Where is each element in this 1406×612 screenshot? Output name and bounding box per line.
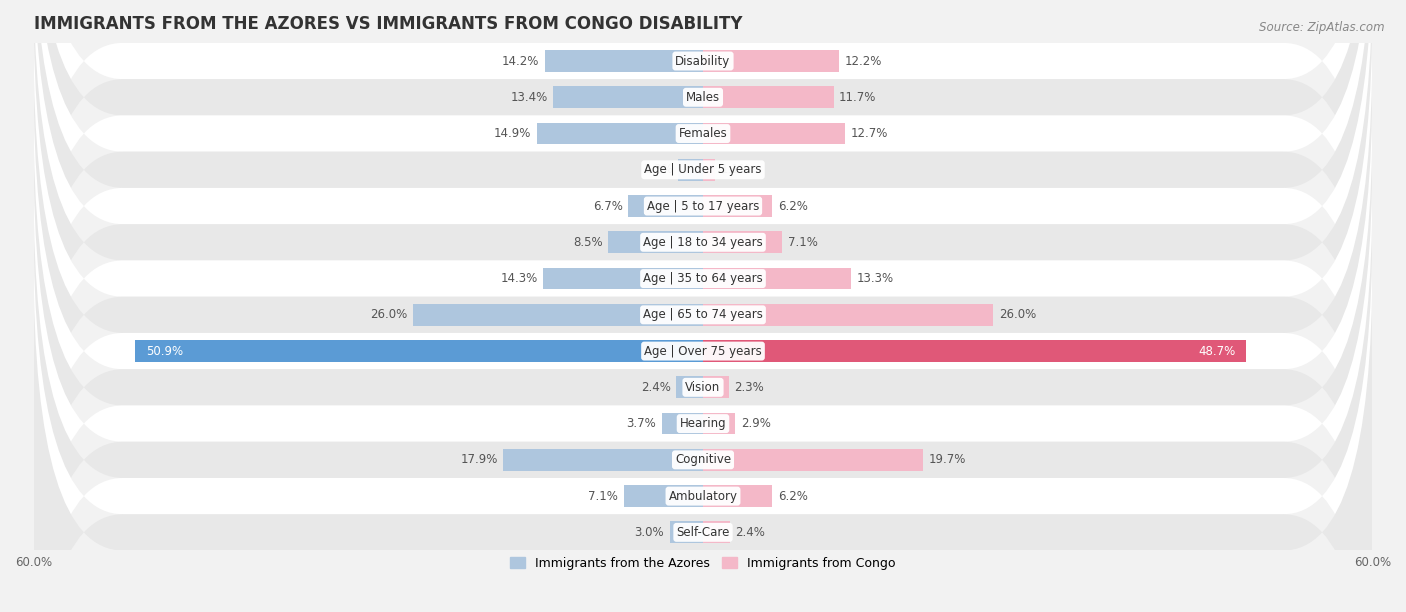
FancyBboxPatch shape	[34, 79, 1372, 612]
FancyBboxPatch shape	[34, 116, 1372, 612]
Bar	[609, 231, 703, 253]
Bar	[703, 521, 730, 543]
Bar	[669, 521, 703, 543]
Bar	[662, 412, 703, 435]
FancyBboxPatch shape	[34, 0, 1372, 369]
Bar	[554, 86, 703, 108]
FancyBboxPatch shape	[34, 152, 1372, 612]
Text: 26.0%: 26.0%	[370, 308, 408, 321]
Bar	[135, 340, 703, 362]
Text: 17.9%: 17.9%	[460, 453, 498, 466]
Bar	[703, 122, 845, 144]
Bar	[703, 376, 728, 398]
Text: 19.7%: 19.7%	[928, 453, 966, 466]
Bar	[703, 231, 782, 253]
FancyBboxPatch shape	[34, 261, 1372, 612]
Text: 3.7%: 3.7%	[627, 417, 657, 430]
Text: Age | 65 to 74 years: Age | 65 to 74 years	[643, 308, 763, 321]
Text: 6.7%: 6.7%	[593, 200, 623, 212]
Text: 2.2%: 2.2%	[643, 163, 673, 176]
Text: 12.7%: 12.7%	[851, 127, 887, 140]
Text: 14.2%: 14.2%	[502, 54, 538, 67]
FancyBboxPatch shape	[34, 224, 1372, 612]
Bar	[544, 267, 703, 289]
Bar	[628, 195, 703, 217]
Bar	[703, 449, 922, 471]
Text: Source: ZipAtlas.com: Source: ZipAtlas.com	[1260, 21, 1385, 34]
Bar	[413, 304, 703, 326]
FancyBboxPatch shape	[34, 0, 1372, 333]
Bar	[703, 412, 735, 435]
Text: Ambulatory: Ambulatory	[668, 490, 738, 502]
Text: 26.0%: 26.0%	[998, 308, 1036, 321]
Bar	[703, 304, 993, 326]
Bar	[703, 86, 834, 108]
Text: 14.3%: 14.3%	[501, 272, 538, 285]
Bar	[703, 195, 772, 217]
FancyBboxPatch shape	[34, 0, 1372, 514]
FancyBboxPatch shape	[34, 0, 1372, 442]
Text: 12.2%: 12.2%	[845, 54, 882, 67]
Text: 2.4%: 2.4%	[641, 381, 671, 394]
Text: 48.7%: 48.7%	[1198, 345, 1236, 357]
Text: 7.1%: 7.1%	[588, 490, 619, 502]
Text: Hearing: Hearing	[679, 417, 727, 430]
Text: 1.1%: 1.1%	[721, 163, 751, 176]
Text: Cognitive: Cognitive	[675, 453, 731, 466]
Bar	[703, 159, 716, 181]
Text: 2.4%: 2.4%	[735, 526, 765, 539]
Legend: Immigrants from the Azores, Immigrants from Congo: Immigrants from the Azores, Immigrants f…	[505, 551, 901, 575]
Text: 13.3%: 13.3%	[858, 272, 894, 285]
Text: 2.3%: 2.3%	[734, 381, 763, 394]
Text: Age | Under 5 years: Age | Under 5 years	[644, 163, 762, 176]
FancyBboxPatch shape	[34, 188, 1372, 612]
Text: Females: Females	[679, 127, 727, 140]
Bar	[544, 50, 703, 72]
Text: 6.2%: 6.2%	[778, 200, 807, 212]
Text: 50.9%: 50.9%	[146, 345, 183, 357]
Bar	[503, 449, 703, 471]
Text: Age | 5 to 17 years: Age | 5 to 17 years	[647, 200, 759, 212]
Text: IMMIGRANTS FROM THE AZORES VS IMMIGRANTS FROM CONGO DISABILITY: IMMIGRANTS FROM THE AZORES VS IMMIGRANTS…	[34, 15, 742, 33]
Text: Disability: Disability	[675, 54, 731, 67]
Bar	[703, 340, 1246, 362]
Bar	[703, 267, 852, 289]
Bar	[703, 485, 772, 507]
FancyBboxPatch shape	[34, 0, 1372, 406]
Bar	[624, 485, 703, 507]
Text: 8.5%: 8.5%	[574, 236, 603, 249]
Text: Vision: Vision	[685, 381, 721, 394]
Text: 13.4%: 13.4%	[510, 91, 548, 104]
Bar	[676, 376, 703, 398]
Text: Males: Males	[686, 91, 720, 104]
Text: 2.9%: 2.9%	[741, 417, 770, 430]
Text: 6.2%: 6.2%	[778, 490, 807, 502]
Bar	[703, 50, 839, 72]
Text: Self-Care: Self-Care	[676, 526, 730, 539]
Text: Age | Over 75 years: Age | Over 75 years	[644, 345, 762, 357]
Text: 11.7%: 11.7%	[839, 91, 876, 104]
Text: Age | 35 to 64 years: Age | 35 to 64 years	[643, 272, 763, 285]
Text: 7.1%: 7.1%	[787, 236, 818, 249]
Text: 14.9%: 14.9%	[494, 127, 531, 140]
Bar	[679, 159, 703, 181]
FancyBboxPatch shape	[34, 7, 1372, 551]
FancyBboxPatch shape	[34, 43, 1372, 587]
Text: Age | 18 to 34 years: Age | 18 to 34 years	[643, 236, 763, 249]
FancyBboxPatch shape	[34, 0, 1372, 478]
Bar	[537, 122, 703, 144]
Text: 3.0%: 3.0%	[634, 526, 664, 539]
